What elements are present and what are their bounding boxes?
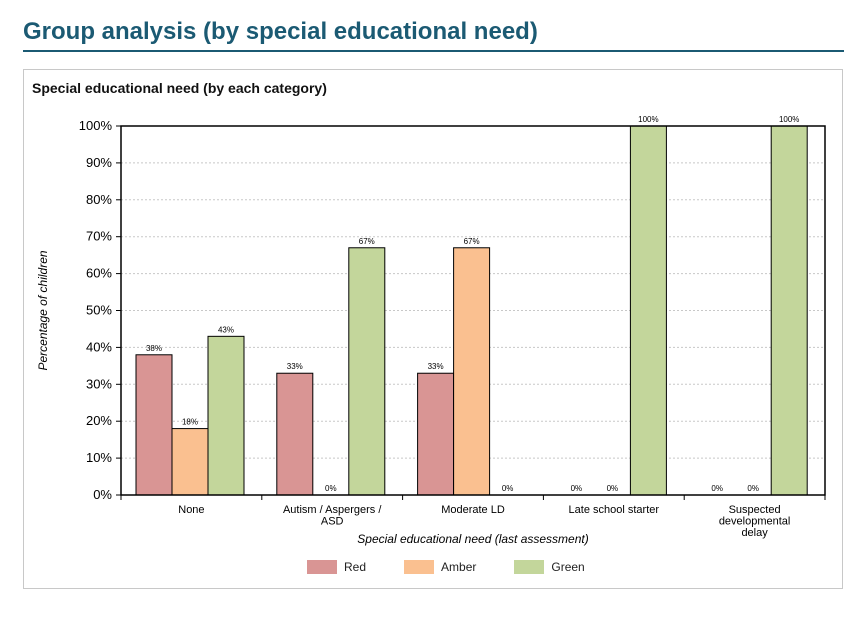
y-tick-label: 80% (86, 192, 112, 207)
title-divider (23, 50, 844, 52)
page-title: Group analysis (by special educational n… (23, 18, 538, 45)
x-tick-label: ASD (321, 516, 344, 528)
data-label: 0% (747, 484, 759, 493)
y-tick-label: 60% (86, 266, 112, 281)
x-tick-label: Autism / Aspergers / (283, 504, 382, 516)
bar-red (135, 354, 173, 496)
data-label: 67% (359, 237, 375, 246)
plot-frame (120, 125, 826, 496)
y-tick-label: 40% (86, 339, 112, 354)
data-label: 100% (638, 115, 658, 124)
data-label: 33% (428, 362, 444, 371)
chart-panel: Special educational need (by each catego… (23, 69, 843, 589)
legend-swatch (404, 560, 435, 574)
data-label: 0% (502, 484, 514, 493)
legend-item-red: Red (307, 560, 366, 574)
bar-green (629, 125, 667, 496)
x-tick-label: Late school starter (569, 504, 660, 516)
y-axis-label: Percentage of children (36, 250, 50, 370)
y-tick-label: 100% (79, 118, 113, 133)
legend-label: Green (551, 560, 585, 574)
data-label: 18% (182, 418, 198, 427)
x-tick-label: None (178, 504, 204, 516)
data-label: 0% (607, 484, 619, 493)
legend-item-amber: Amber (404, 560, 476, 574)
y-tick-label: 20% (86, 413, 112, 428)
bar-green (207, 335, 245, 496)
bar-amber (453, 247, 491, 496)
legend-item-green: Green (514, 560, 585, 574)
y-tick-label: 90% (86, 155, 112, 170)
y-tick-label: 0% (93, 487, 112, 502)
data-label: 67% (464, 237, 480, 246)
y-tick-label: 10% (86, 450, 112, 465)
y-tick-label: 70% (86, 229, 112, 244)
legend-swatch (514, 560, 545, 574)
data-label: 0% (325, 484, 337, 493)
bar-amber (171, 428, 209, 496)
x-tick-label: Suspected (729, 504, 781, 516)
chart-legend: Red Amber Green (307, 560, 585, 574)
data-label: 43% (218, 325, 234, 334)
bar-chart: 0% 10% 20% 30% 40% 50% 60% 70% 80% 90% 100% 38% 33% 3… (36, 115, 826, 546)
x-tick-label: Moderate LD (441, 504, 505, 516)
x-axis-label: Special educational need (last assessmen… (357, 532, 588, 546)
y-tick-label: 50% (86, 303, 112, 318)
x-tick-label: developmental (719, 516, 791, 528)
data-label: 33% (287, 362, 303, 371)
data-label: 0% (571, 484, 583, 493)
legend-label: Red (344, 560, 367, 574)
bar-green (348, 247, 386, 496)
data-label: 100% (779, 115, 799, 124)
chart-title: Special educational need (by each catego… (32, 80, 327, 96)
bar-red (276, 372, 314, 496)
bar-red (417, 372, 455, 496)
legend-label: Amber (441, 560, 477, 574)
bar-green (770, 125, 808, 496)
data-label: 0% (711, 484, 723, 493)
y-tick-label: 30% (86, 376, 112, 391)
x-tick-label: delay (741, 527, 768, 539)
legend-swatch (307, 560, 337, 574)
data-label: 38% (146, 344, 162, 353)
